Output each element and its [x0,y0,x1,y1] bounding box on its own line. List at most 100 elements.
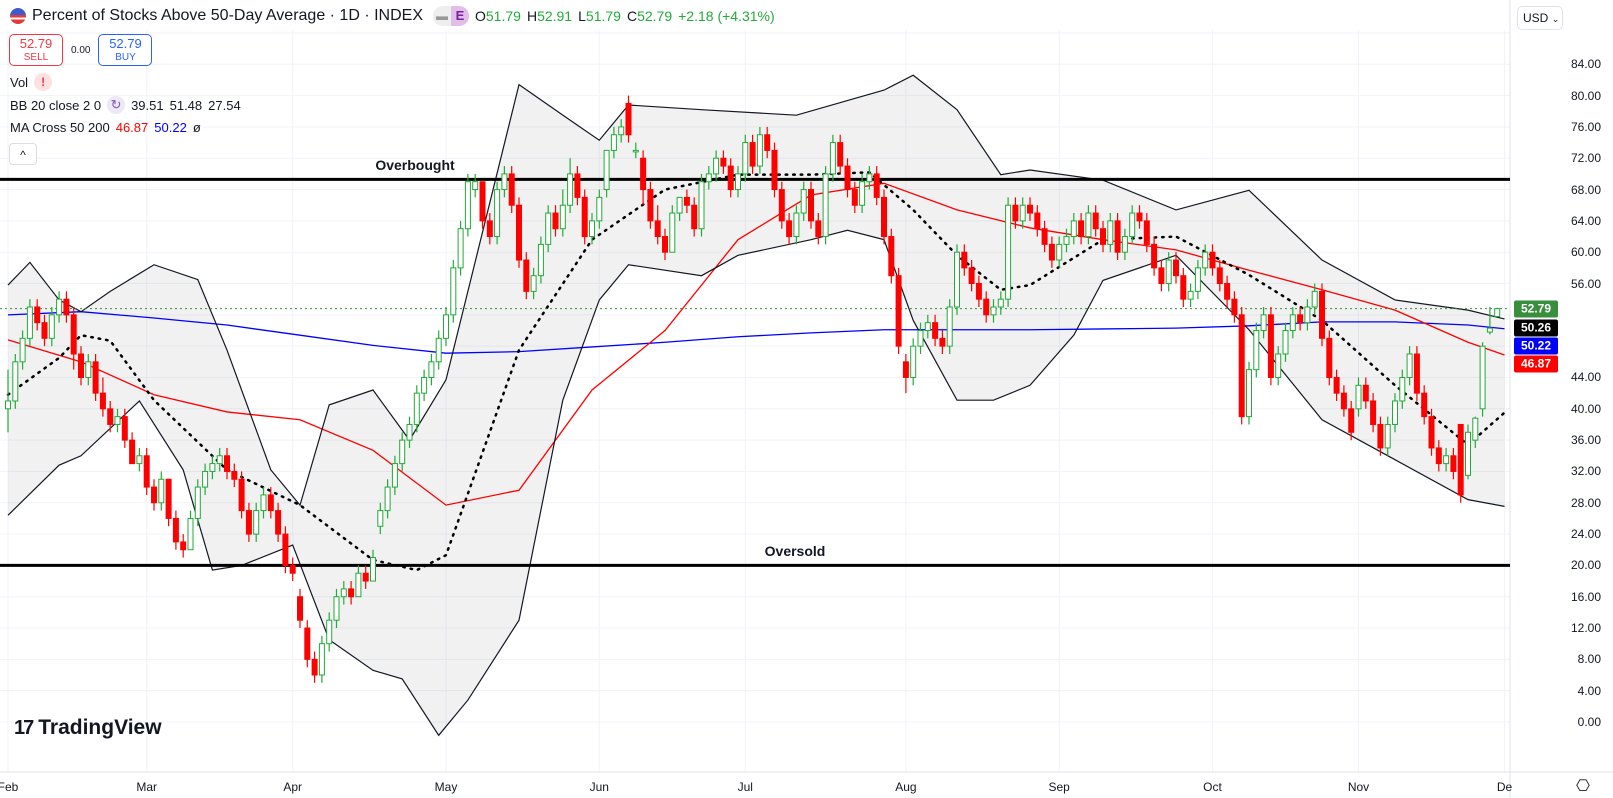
collapse-legend-button[interactable]: ^ [9,143,37,165]
candle-body [1085,212,1092,238]
candle-body [523,259,530,292]
candle-body [479,181,486,222]
symbol-title[interactable]: Percent of Stocks Above 50-Day Average ·… [32,7,423,24]
candle-body [5,400,11,410]
candle-body [1370,400,1377,425]
candle-body [1151,243,1158,269]
candle-body [1275,353,1282,378]
candle-body [559,204,566,230]
candle-body [450,267,457,316]
candle-body [26,306,33,339]
candle-body [391,463,398,488]
warning-icon[interactable]: ! [34,73,53,91]
price-tick-label: 64.00 [1570,213,1601,228]
candle-body [63,298,70,316]
candle-body [370,557,376,582]
candle-body [158,478,165,504]
candle-body [961,251,968,269]
candle-body [589,220,595,238]
candle-body [1173,259,1179,277]
candle-body [1012,204,1019,222]
spread-value: 0.00 [71,44,91,56]
candle-body [1392,400,1398,425]
candle-body [457,228,464,269]
candle-body [1019,204,1026,222]
candle-body [267,494,274,512]
candle-body [435,337,442,363]
tradingview-logo[interactable]: 17 TradingView [14,716,162,739]
price-tick-label: 0.00 [1577,715,1601,729]
price-tick-label: 40.00 [1570,401,1601,416]
price-tick-label: 56.00 [1570,276,1601,291]
candle-body [786,220,793,238]
candle-body [567,173,574,206]
settings-icon[interactable]: ⎔ [1576,778,1590,795]
candle-body [917,330,924,347]
buy-button[interactable]: 52.79 BUY [98,34,153,66]
candle-body [1078,220,1085,238]
price-tick-label: 68.00 [1570,182,1601,197]
candle-body [808,189,814,222]
candle-body [501,173,508,191]
candle-body [924,322,931,332]
candle-body [187,517,194,551]
currency-select[interactable]: USD ⌄ [1517,6,1563,30]
candle-body [1311,290,1318,308]
candle-body [618,126,625,136]
candle-body [691,204,698,230]
candle-body [172,517,179,543]
candle-body [1399,376,1406,402]
legend-ma-cross[interactable]: MA Cross 50 200 46.87 50.22 ø [10,120,201,135]
candle-body [1158,267,1165,285]
candle-body [253,510,260,535]
earnings-badge: E [451,6,469,26]
candle-body [683,196,690,206]
candle-body [647,189,654,222]
candle-body [815,220,822,238]
candle-body [859,181,866,206]
candle-body [1209,251,1216,269]
candle-body [1319,290,1325,339]
candle-body [698,181,705,230]
price-tag: 52.79 [1514,300,1558,318]
price-tick-label: 28.00 [1570,495,1601,510]
candle-body [581,196,588,238]
candle-body [508,173,515,206]
candle-body [136,455,143,465]
candle-body [771,149,778,191]
candle-body [231,470,238,480]
candle-body [275,510,282,535]
ohlc-values: O51.79 H52.91 L51.79 C52.79 +2.18 (+4.31… [475,8,775,24]
candle-body [669,212,676,253]
sell-button[interactable]: 52.79 SELL [9,34,63,66]
date-label: Apr [283,780,303,794]
candle-body [1092,212,1099,230]
candle-body [1282,330,1289,355]
candle-body [1253,330,1260,371]
candle-body [1114,220,1121,253]
bb-basis-line [6,171,1506,572]
candle-body [954,251,960,308]
candle-body [1187,290,1194,300]
candle-body [735,173,741,191]
candle-body [209,463,216,472]
candle-body [990,306,997,316]
date-label: May [434,780,458,794]
candle-body [121,416,128,441]
date-label: Oct [1203,780,1222,794]
candle-body [545,212,552,245]
events-pill[interactable]: ▬ E [433,6,469,26]
candle-body [516,204,522,261]
legend-bb[interactable]: BB 20 close 2 0 ↻ 39.51 51.48 27.54 [10,96,241,114]
candle-body [78,353,84,378]
candle-body [1479,345,1486,410]
legend-vol[interactable]: Vol! [10,73,53,91]
candle-body [194,486,201,519]
candle-body [1362,384,1369,402]
date-label: Feb [0,780,19,794]
price-tick-label: 80.00 [1570,88,1601,103]
candle-body [1260,314,1267,331]
candle-body [289,564,296,574]
candle-body [377,510,384,527]
